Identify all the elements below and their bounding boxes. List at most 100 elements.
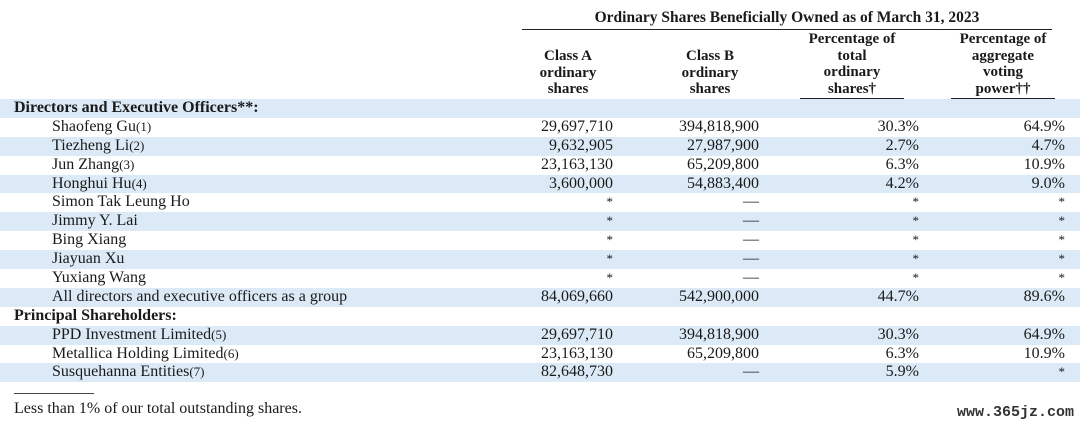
table-row: Honghui Hu(4) 3,600,000 54,883,400 4.2% 9.0% xyxy=(0,174,1080,194)
holder-name-text: Yuxiang Wang xyxy=(52,269,146,287)
class-b-shares: — xyxy=(743,250,759,268)
class-a-shares: 23,163,130 xyxy=(541,344,613,362)
holder-name-text: Principal Shareholders: xyxy=(14,306,177,324)
holder-name-text: Jun Zhang xyxy=(52,155,120,173)
holder-name-text: Jiayuan Xu xyxy=(52,250,125,268)
holder-name-text: Simon Tak Leung Ho xyxy=(52,193,190,211)
table-row: Yuxiang Wang * — * * xyxy=(0,269,1080,288)
holder-name: PPD Investment Limited(5) xyxy=(52,326,226,345)
holder-name: Yuxiang Wang xyxy=(52,269,146,288)
class-b-shares: — xyxy=(743,231,759,249)
pct-total-shares: * xyxy=(912,251,920,267)
table-row: Susquehanna Entities(7) 82,648,730 — 5.9% * xyxy=(0,363,1080,383)
holder-name-text: Honghui Hu xyxy=(52,174,132,192)
holder-name-text: Susquehanna Entities xyxy=(52,363,190,381)
holder-name-text: Directors and Executive Officers**: xyxy=(14,99,259,116)
class-a-shares: 29,697,710 xyxy=(541,117,613,135)
class-b-shares: 54,883,400 xyxy=(687,174,759,192)
class-a-shares: 3,600,000 xyxy=(549,174,613,192)
holder-name-text: Jimmy Y. Lai xyxy=(52,212,138,230)
holder-name: Simon Tak Leung Ho xyxy=(52,193,190,212)
section-header-row: Directors and Executive Officers**: xyxy=(0,99,1080,118)
section-title: Directors and Executive Officers**: xyxy=(14,99,259,118)
footnote-ref: (7) xyxy=(189,364,205,380)
pct-voting-power: * xyxy=(1058,194,1066,210)
holder-name-text: All directors and executive officers as … xyxy=(52,287,348,305)
class-a-shares: 23,163,130 xyxy=(541,155,613,173)
class-a-shares: 84,069,660 xyxy=(541,287,613,305)
holder-name: Tiezheng Li(2) xyxy=(52,137,144,156)
pct-voting-power: 64.9% xyxy=(1023,325,1065,343)
class-b-shares: 542,900,000 xyxy=(679,287,759,305)
holder-name-text: Shaofeng Gu xyxy=(52,117,136,135)
holder-name: Jimmy Y. Lai xyxy=(52,212,138,231)
watermark: www.365jz.com xyxy=(956,404,1074,421)
holder-name-text: PPD Investment Limited xyxy=(52,325,212,343)
pct-total-shares: 4.2% xyxy=(885,174,919,192)
table-row: Jimmy Y. Lai * — * * xyxy=(0,212,1080,232)
footnote-ref: (6) xyxy=(223,345,239,361)
column-header-pct-total: Percentage of total ordinary shares† xyxy=(800,31,904,99)
holder-name-text: Bing Xiang xyxy=(52,231,127,249)
footnote: Less than 1% of our total outstanding sh… xyxy=(14,400,302,417)
pct-total-shares: 6.3% xyxy=(885,344,919,362)
class-b-shares: 65,209,800 xyxy=(687,344,759,362)
holder-name-text: Tiezheng Li xyxy=(52,136,130,154)
holder-name: Metallica Holding Limited(6) xyxy=(52,345,239,364)
pct-total-shares: * xyxy=(912,232,920,248)
class-a-shares: * xyxy=(606,213,614,229)
table-row: Tiezheng Li(2) 9,632,905 27,987,900 2.7% 4.7… xyxy=(0,136,1080,156)
pct-total-shares: * xyxy=(912,270,920,286)
holder-name: Bing Xiang xyxy=(52,231,126,250)
table-row: Simon Tak Leung Ho * — * * xyxy=(0,193,1080,212)
table-row: All directors and executive officers as … xyxy=(0,287,1080,307)
class-a-shares: * xyxy=(606,194,614,210)
holder-name: Susquehanna Entities(7) xyxy=(52,363,204,382)
pct-total-shares: 2.7% xyxy=(885,136,919,154)
class-a-shares: * xyxy=(606,251,614,267)
class-b-shares: 394,818,900 xyxy=(679,325,759,343)
table-row: Jiayuan Xu * — * * xyxy=(0,250,1080,270)
pct-voting-power: 89.6% xyxy=(1023,287,1065,305)
footnote-ref: (2) xyxy=(129,137,145,153)
class-a-shares: 82,648,730 xyxy=(541,363,613,381)
section-title: Principal Shareholders: xyxy=(14,307,177,326)
class-b-shares: — xyxy=(743,269,759,287)
pct-total-shares: * xyxy=(912,213,920,229)
class-a-shares: * xyxy=(606,270,614,286)
column-header-class-a: Class A ordinary shares xyxy=(527,48,609,100)
footnote-ref: (5) xyxy=(211,326,227,342)
pct-voting-power: 9.0% xyxy=(1031,174,1065,192)
pct-total-shares: * xyxy=(912,194,920,210)
pct-voting-power: * xyxy=(1058,364,1066,380)
class-b-shares: 394,818,900 xyxy=(679,117,759,135)
column-header-pct-voting: Percentage of aggregate voting power†† xyxy=(951,31,1055,99)
table-row: Bing Xiang * — * * xyxy=(0,231,1080,250)
holder-name: All directors and executive officers as … xyxy=(52,288,347,307)
class-a-shares: 29,697,710 xyxy=(541,325,613,343)
class-b-shares: — xyxy=(743,193,759,211)
holder-name: Jiayuan Xu xyxy=(52,250,124,269)
column-group-header: Ordinary Shares Beneficially Owned as of… xyxy=(522,9,1052,30)
holder-name: Jun Zhang(3) xyxy=(52,156,134,175)
pct-total-shares: 30.3% xyxy=(877,325,919,343)
pct-total-shares: 6.3% xyxy=(885,155,919,173)
pct-voting-power: * xyxy=(1058,251,1066,267)
pct-voting-power: * xyxy=(1058,232,1066,248)
pct-voting-power: 64.9% xyxy=(1023,117,1065,135)
footnote-ref: (4) xyxy=(131,175,147,191)
holder-name: Shaofeng Gu(1) xyxy=(52,118,151,137)
pct-voting-power: * xyxy=(1058,213,1066,229)
pct-voting-power: 4.7% xyxy=(1031,136,1065,154)
class-b-shares: 65,209,800 xyxy=(687,155,759,173)
class-b-shares: 27,987,900 xyxy=(687,136,759,154)
pct-voting-power: 10.9% xyxy=(1023,155,1065,173)
footnote-rule xyxy=(14,393,94,394)
holder-name: Honghui Hu(4) xyxy=(52,175,147,194)
class-b-shares: — xyxy=(743,212,759,230)
column-header-class-b: Class B ordinary shares xyxy=(658,48,762,100)
class-a-shares: * xyxy=(606,232,614,248)
pct-voting-power: 10.9% xyxy=(1023,344,1065,362)
class-a-shares: 9,632,905 xyxy=(549,136,613,154)
pct-total-shares: 30.3% xyxy=(877,117,919,135)
